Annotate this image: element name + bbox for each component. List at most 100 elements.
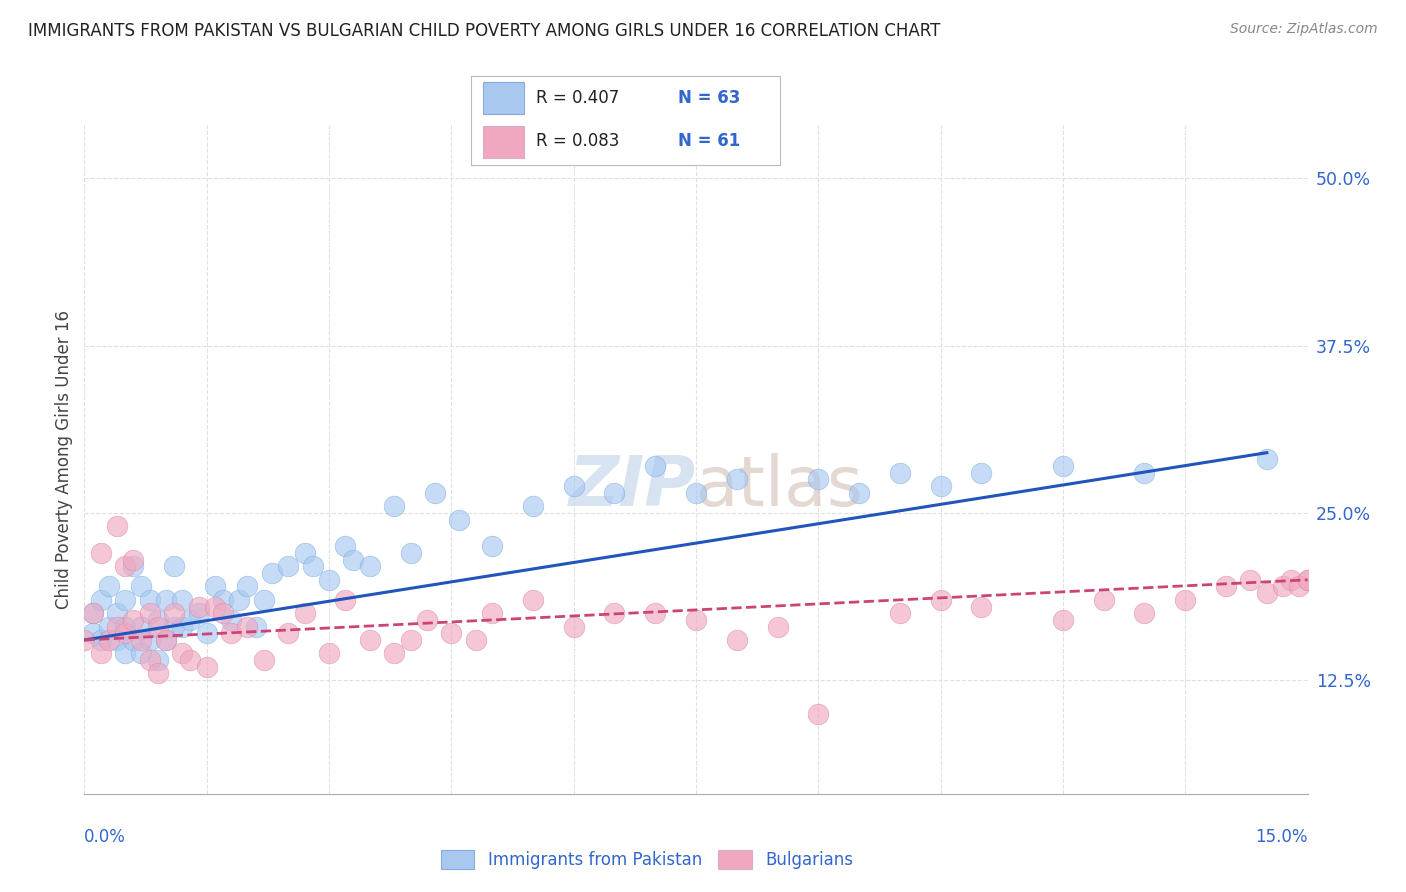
Point [277,626,299,640]
Point [294,546,316,560]
Point [146,666,169,681]
Point [138,592,160,607]
Point [73,633,96,648]
Text: IMMIGRANTS FROM PAKISTAN VS BULGARIAN CHILD POVERTY AMONG GIRLS UNDER 16 CORRELA: IMMIGRANTS FROM PAKISTAN VS BULGARIAN CH… [28,22,941,40]
Point [90,592,112,607]
Point [1133,607,1156,621]
Point [172,619,194,633]
Point [1092,592,1115,607]
Point [522,592,544,607]
Point [889,466,911,480]
Point [301,559,323,574]
Point [122,633,145,648]
Point [204,599,226,614]
Point [97,619,120,633]
Point [82,607,104,621]
Point [294,607,316,621]
Point [382,646,405,660]
Point [155,633,177,648]
Point [105,519,128,533]
Point [187,607,209,621]
Point [1215,580,1237,594]
Point [219,613,242,627]
Point [172,646,194,660]
Text: R = 0.407: R = 0.407 [536,88,619,107]
Point [685,485,707,500]
Point [131,633,153,648]
Point [146,653,169,667]
Point [131,580,153,594]
Point [131,646,153,660]
Point [335,539,357,553]
Point [359,559,381,574]
Point [114,592,136,607]
Point [195,626,218,640]
Point [382,500,405,514]
Point [172,592,194,607]
Point [163,619,186,633]
Legend: Immigrants from Pakistan, Bulgarians: Immigrants from Pakistan, Bulgarians [434,843,860,876]
Point [848,485,870,500]
Point [114,626,136,640]
Y-axis label: Child Poverty Among Girls Under 16: Child Poverty Among Girls Under 16 [55,310,73,609]
Point [807,706,830,721]
Point [260,566,283,581]
Point [138,653,160,667]
Point [105,607,128,621]
Point [212,592,235,607]
Point [481,539,503,553]
Point [1272,580,1295,594]
Point [90,646,112,660]
Point [82,626,104,640]
Point [122,552,145,567]
Point [97,633,120,648]
Point [481,607,503,621]
Text: ZIP: ZIP [568,452,696,520]
Point [114,619,136,633]
Text: R = 0.083: R = 0.083 [536,132,619,151]
Point [440,626,463,640]
Text: Source: ZipAtlas.com: Source: ZipAtlas.com [1230,22,1378,37]
Point [416,613,439,627]
Point [122,559,145,574]
Point [1239,573,1261,587]
Point [138,633,160,648]
Text: 15.0%: 15.0% [1256,828,1308,846]
Point [359,633,381,648]
Bar [484,126,523,158]
Point [1256,586,1278,600]
Point [219,626,242,640]
Point [236,580,259,594]
Point [1174,592,1197,607]
Point [146,619,169,633]
Point [423,485,446,500]
Bar [484,82,523,114]
Point [212,607,235,621]
Point [245,619,267,633]
Point [970,599,993,614]
Point [82,607,104,621]
Text: N = 61: N = 61 [678,132,741,151]
Point [335,592,357,607]
Point [603,607,626,621]
Point [725,633,748,648]
Text: N = 63: N = 63 [678,88,741,107]
Point [603,485,626,500]
Point [1052,458,1074,473]
Text: 0.0%: 0.0% [84,828,127,846]
Point [1296,573,1319,587]
Point [105,633,128,648]
Point [342,552,364,567]
Point [97,580,120,594]
Point [228,592,250,607]
Point [1288,580,1310,594]
Point [644,607,666,621]
Point [105,619,128,633]
Point [562,619,585,633]
Point [114,559,136,574]
Point [562,479,585,493]
Point [179,653,201,667]
Point [464,633,486,648]
Point [195,660,218,674]
Point [253,592,276,607]
